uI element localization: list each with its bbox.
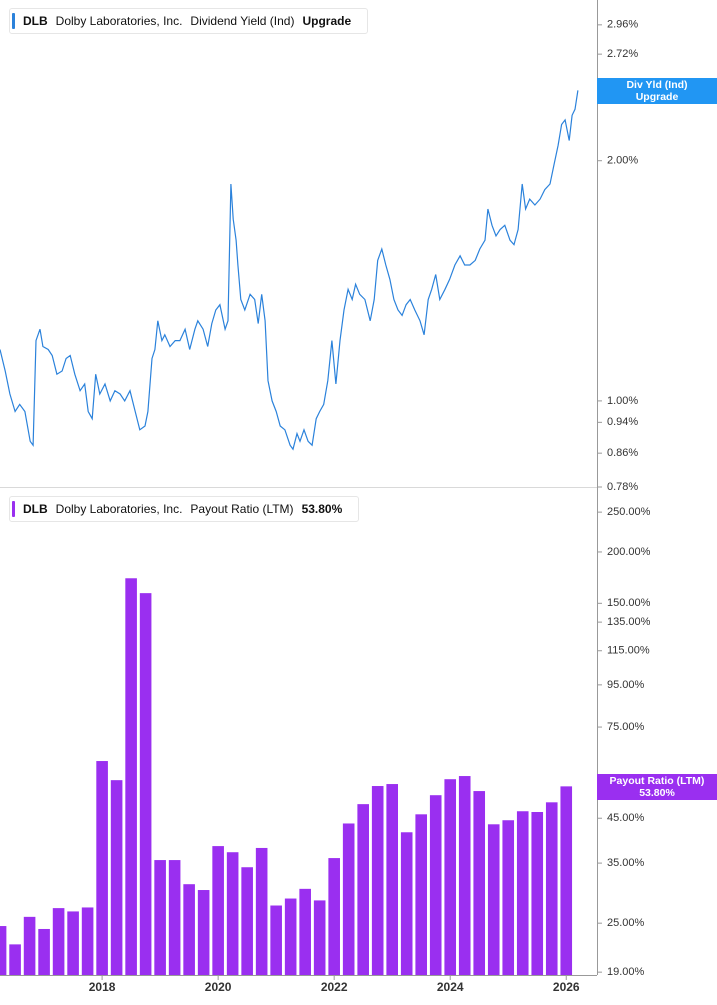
legend-swatch xyxy=(12,501,15,517)
bar xyxy=(241,867,253,975)
y-tick-label: 2.96% xyxy=(607,19,638,31)
bar xyxy=(125,578,137,975)
y-tick-label: 19.00% xyxy=(607,966,645,978)
bar xyxy=(516,811,529,975)
ticker: DLB xyxy=(23,14,48,28)
legend: DLB Dolby Laboratories, Inc. Payout Rati… xyxy=(9,496,360,522)
bar xyxy=(487,824,500,975)
y-tick-label: 1.00% xyxy=(607,395,638,407)
y-tick-label: 45.00% xyxy=(607,812,645,824)
y-tick-label: 0.94% xyxy=(607,416,638,428)
bar xyxy=(415,814,428,975)
bar xyxy=(38,928,50,975)
y-tick-label: 75.00% xyxy=(607,721,645,733)
tag-name: Payout Ratio (LTM) xyxy=(609,775,705,787)
bar xyxy=(270,905,282,975)
y-tick-label: 95.00% xyxy=(607,679,645,691)
legend-entry: Payout Ratio (LTM) xyxy=(190,502,294,516)
bar xyxy=(168,860,181,975)
y-tick-label: 25.00% xyxy=(607,917,645,929)
bar xyxy=(226,852,239,975)
bar xyxy=(67,911,79,975)
bar xyxy=(328,858,340,975)
price-tag: Payout Ratio (LTM) 53.80% xyxy=(597,774,717,800)
legend-entry: Dividend Yield (Ind) xyxy=(190,14,295,28)
y-tick-label: 0.78% xyxy=(607,481,638,493)
legend-value: Upgrade xyxy=(302,14,352,28)
bar xyxy=(139,593,152,975)
line xyxy=(0,90,579,451)
tag-value: 53.80% xyxy=(639,787,675,799)
y-tick-label: 0.86% xyxy=(607,447,638,459)
bar xyxy=(96,761,108,975)
x-tick-label: 2026 xyxy=(553,980,580,994)
y-tick-label: 35.00% xyxy=(607,857,645,869)
bar xyxy=(342,823,355,975)
bar xyxy=(197,890,210,975)
bar xyxy=(110,780,123,975)
tag-value: Upgrade xyxy=(635,91,679,103)
bar xyxy=(429,795,442,975)
bar xyxy=(357,804,369,975)
y-tick-label: 200.00% xyxy=(607,546,651,558)
bar xyxy=(531,812,544,975)
bar xyxy=(183,884,195,975)
company: Dolby Laboratories, Inc. xyxy=(55,14,183,28)
bar xyxy=(0,926,7,975)
x-tick-label: 2020 xyxy=(205,980,232,994)
bar xyxy=(299,888,311,975)
bar xyxy=(284,898,297,975)
bar xyxy=(458,776,471,975)
bar xyxy=(23,916,36,975)
y-tick-label: 250.00% xyxy=(607,506,651,518)
legend-value: 53.80% xyxy=(301,502,343,516)
price-tag: Div Yld (Ind) Upgrade xyxy=(597,78,717,104)
company: Dolby Laboratories, Inc. xyxy=(55,502,183,516)
bar xyxy=(9,944,21,975)
bar xyxy=(545,802,558,975)
bar xyxy=(154,860,166,975)
y-tick-label: 135.00% xyxy=(607,616,651,628)
bar xyxy=(386,784,398,975)
y-tick-label: 2.00% xyxy=(607,155,638,167)
bar xyxy=(502,820,515,975)
bar xyxy=(560,786,573,975)
y-tick-label: 115.00% xyxy=(607,645,650,657)
legend-swatch xyxy=(12,13,15,29)
bar xyxy=(212,846,224,975)
x-tick-label: 2018 xyxy=(89,980,116,994)
x-tick-label: 2024 xyxy=(437,980,464,994)
tag-name: Div Yld (Ind) xyxy=(626,79,688,91)
bar xyxy=(444,779,457,975)
ticker: DLB xyxy=(23,502,48,516)
bar xyxy=(255,847,268,975)
bar xyxy=(473,791,486,975)
x-tick-label: 2022 xyxy=(321,980,348,994)
bar xyxy=(313,900,326,975)
y-tick-label: 150.00% xyxy=(607,597,651,609)
bar xyxy=(400,832,413,975)
legend: DLB Dolby Laboratories, Inc. Dividend Yi… xyxy=(9,8,369,34)
bar xyxy=(81,907,94,975)
y-tick-label: 2.72% xyxy=(607,48,638,60)
bar xyxy=(371,786,384,975)
bar xyxy=(52,908,65,975)
